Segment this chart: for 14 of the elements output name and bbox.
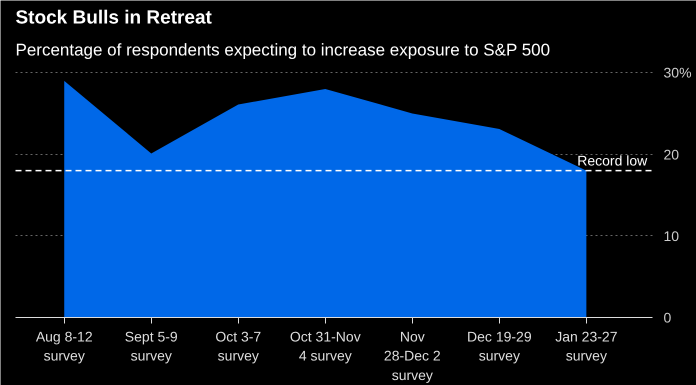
x-tick-label: Oct 3-7 survey xyxy=(215,328,262,364)
y-tick-label: 10 xyxy=(664,228,680,244)
x-tick-label: Oct 31-Nov 4 survey xyxy=(290,328,361,364)
chart-subtitle: Percentage of respondents expecting to increase exposure to S&P 500 xyxy=(16,40,550,60)
chart-title: Stock Bulls in Retreat xyxy=(16,8,213,28)
x-tick-label: Sept 5-9 survey xyxy=(124,328,178,364)
x-tick-label: Aug 8-12 survey xyxy=(36,328,93,364)
y-tick-label: 20 xyxy=(664,146,680,162)
x-tick-label: Dec 19-29 survey xyxy=(467,328,532,364)
y-tick-label: 30% xyxy=(664,64,692,81)
y-tick-label: 0 xyxy=(664,310,672,326)
x-tick-label: Nov 28-Dec 2 survey xyxy=(384,328,441,383)
ref-line-label: Record low xyxy=(577,152,648,169)
x-tick-label: Jan 23-27 survey xyxy=(555,328,618,364)
